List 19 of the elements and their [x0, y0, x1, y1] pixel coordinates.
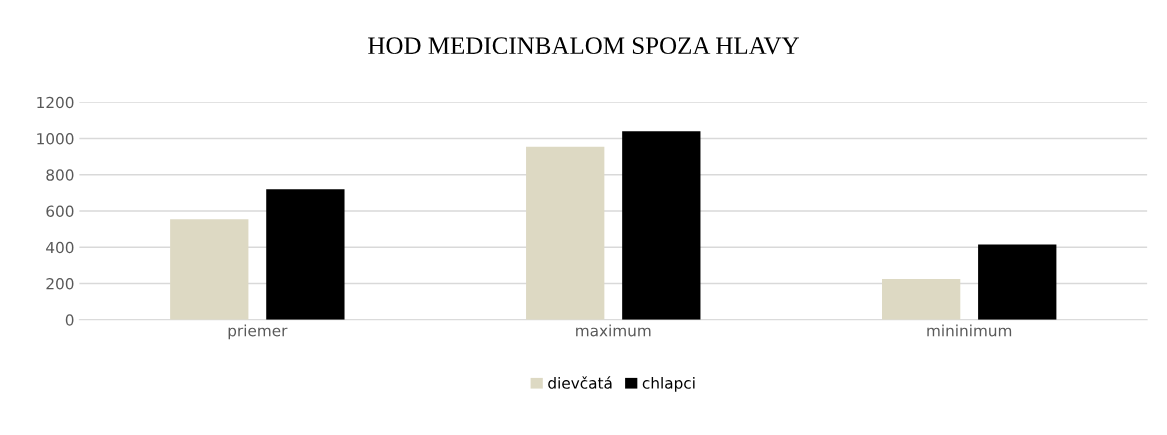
bar — [881, 278, 961, 320]
bar — [622, 131, 701, 320]
y-tick-label: 1200 — [37, 96, 74, 109]
chart-title: HOD MEDICINBALOM SPOZA HLAVY — [368, 37, 799, 55]
y-tick-label: 600 — [46, 205, 74, 217]
y-tick-label: 400 — [46, 241, 74, 254]
y-tick-label: 200 — [46, 277, 74, 290]
y-tick-label: 800 — [46, 169, 74, 181]
bar — [266, 189, 345, 320]
y-tick-label: 0 — [65, 314, 74, 326]
legend-label: chlapci — [642, 376, 695, 392]
x-tick-label: maximum — [576, 324, 651, 337]
y-tick-label: 1000 — [37, 132, 74, 145]
bar — [526, 146, 605, 320]
x-tick-label: priemer — [228, 324, 288, 340]
bar — [978, 244, 1057, 320]
legend-label: dievčatá — [548, 376, 612, 389]
x-tick-label: mininimum — [927, 324, 1012, 337]
bar — [170, 219, 249, 320]
